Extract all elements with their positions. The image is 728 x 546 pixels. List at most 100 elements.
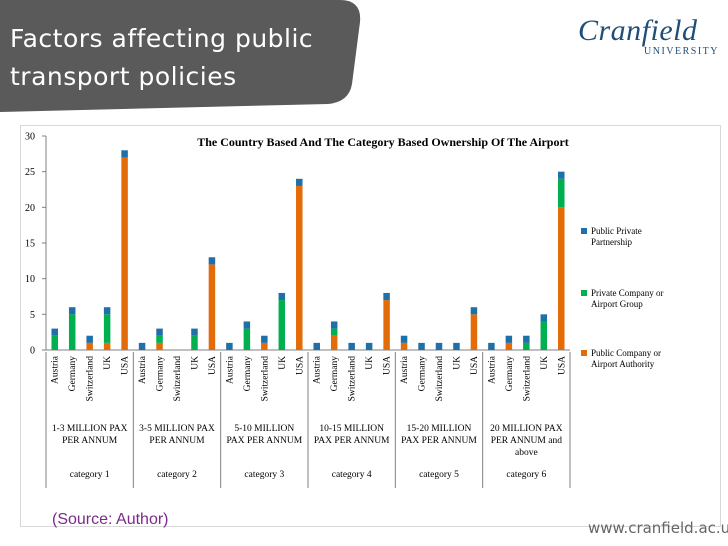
x-tick-label: USA	[470, 356, 480, 375]
ppp-bar	[330, 321, 338, 329]
group-label: PER ANNUM	[62, 436, 118, 446]
source-caption: (Source: Author)	[52, 511, 169, 528]
ppp-bar	[68, 307, 76, 315]
y-tick-label: 15	[25, 239, 35, 250]
x-tick-label: UK	[452, 356, 462, 370]
x-tick-label: Germany	[418, 356, 428, 392]
legend-label: Airport Authority	[591, 359, 655, 369]
public-company-bar	[505, 342, 513, 350]
x-tick-label: Germany	[243, 356, 253, 392]
ppp-bar	[208, 257, 216, 265]
group-label: above	[515, 448, 538, 458]
x-tick-label: Switzerland	[522, 356, 532, 402]
group-label: PER ANNUM	[149, 436, 205, 446]
public-company-bar	[558, 207, 565, 350]
ppp-bar	[138, 342, 146, 350]
public-company-bar	[156, 342, 163, 350]
ppp-bar	[348, 342, 355, 350]
x-tick-label: UK	[190, 356, 200, 370]
x-tick-label: Germany	[505, 356, 515, 392]
ppp-bar	[51, 328, 58, 336]
group-label: 5-10 MILLION	[234, 424, 294, 434]
x-tick-label: UK	[103, 356, 113, 370]
ppp-bar	[558, 171, 565, 179]
private-company-bar	[278, 300, 286, 350]
private-company-bar	[191, 335, 198, 350]
chart-frame: The Country Based And The Category Based…	[20, 125, 721, 527]
group-label: PER ANNUM and	[491, 436, 563, 446]
public-company-bar	[330, 335, 338, 350]
private-company-bar	[330, 328, 338, 336]
logo-subtitle: UNIVERSITY	[644, 46, 719, 57]
group-label: PAX PER ANNUM	[314, 436, 390, 446]
private-company-bar	[103, 314, 111, 343]
x-tick-label: Austria	[51, 355, 61, 384]
x-tick-label: Switzerland	[348, 356, 358, 402]
ppp-bar	[435, 342, 443, 350]
y-tick-label: 5	[30, 310, 35, 321]
slide-title-line-2: transport policies	[10, 62, 237, 91]
category-label: category 5	[419, 470, 459, 480]
private-company-bar	[540, 321, 548, 350]
category-label: category 1	[70, 470, 110, 480]
public-company-bar	[261, 342, 268, 350]
legend-label: Private Company or	[591, 288, 664, 298]
y-tick-label: 25	[25, 167, 35, 178]
group-label: 3-5 MILLION PAX	[139, 424, 215, 434]
private-company-bar	[243, 328, 251, 350]
ppp-bar	[418, 342, 425, 350]
group-label: 15-20 MILLION	[407, 424, 472, 434]
category-label: category 3	[244, 470, 284, 480]
ppp-bar	[313, 342, 320, 350]
ppp-bar	[296, 178, 303, 186]
legend-label: Airport Group	[591, 299, 643, 309]
y-tick-label: 20	[25, 203, 35, 214]
group-label: PAX PER ANNUM	[226, 436, 302, 446]
x-tick-label: Switzerland	[260, 356, 270, 402]
ppp-bar	[540, 314, 548, 322]
banner-shape	[0, 0, 361, 112]
logo-wordmark: Cranfield	[578, 14, 698, 47]
private-company-bar	[558, 178, 565, 208]
group-label: 10-15 MILLION	[319, 424, 384, 434]
x-tick-label: Switzerland	[86, 356, 96, 402]
category-label: category 2	[157, 470, 197, 480]
group-label: 1-3 MILLION PAX	[52, 424, 128, 434]
chart-title: The Country Based And The Category Based…	[197, 135, 569, 149]
x-tick-label: Austria	[400, 355, 410, 384]
ppp-bar	[243, 321, 251, 329]
x-tick-label: Austria	[313, 355, 323, 384]
x-tick-label: UK	[540, 356, 550, 370]
public-company-bar	[296, 185, 303, 350]
ppp-bar	[156, 328, 163, 336]
ppp-bar	[505, 335, 513, 343]
ppp-bar	[400, 335, 408, 343]
x-tick-label: Germany	[68, 356, 78, 392]
ppp-bar	[226, 342, 233, 350]
x-tick-label: USA	[208, 356, 218, 375]
private-company-bar	[523, 342, 530, 350]
legend-label: Partnership	[591, 237, 632, 247]
private-company-bar	[156, 335, 163, 343]
y-tick-label: 10	[25, 274, 35, 285]
ppp-bar	[488, 342, 495, 350]
public-company-bar	[383, 300, 390, 350]
public-company-bar	[103, 342, 111, 350]
x-tick-label: Germany	[330, 356, 340, 392]
group-label: PAX PER ANNUM	[401, 436, 477, 446]
private-company-bar	[51, 335, 58, 350]
category-label: category 4	[332, 470, 372, 480]
x-tick-label: Austria	[138, 355, 148, 384]
x-tick-label: UK	[365, 356, 375, 370]
legend-swatch	[581, 350, 587, 356]
x-tick-label: Austria	[487, 355, 497, 384]
y-tick-label: 30	[25, 132, 35, 143]
ownership-chart: The Country Based And The Category Based…	[25, 132, 664, 488]
group-label: 20 MILLION PAX	[490, 424, 563, 434]
legend-swatch	[581, 290, 587, 296]
x-tick-label: Switzerland	[435, 356, 445, 402]
website-url: www.cranfield.ac.uk	[588, 519, 728, 537]
ppp-bar	[86, 335, 93, 343]
legend-label: Public Company or	[591, 348, 661, 358]
x-tick-label: USA	[383, 356, 393, 375]
